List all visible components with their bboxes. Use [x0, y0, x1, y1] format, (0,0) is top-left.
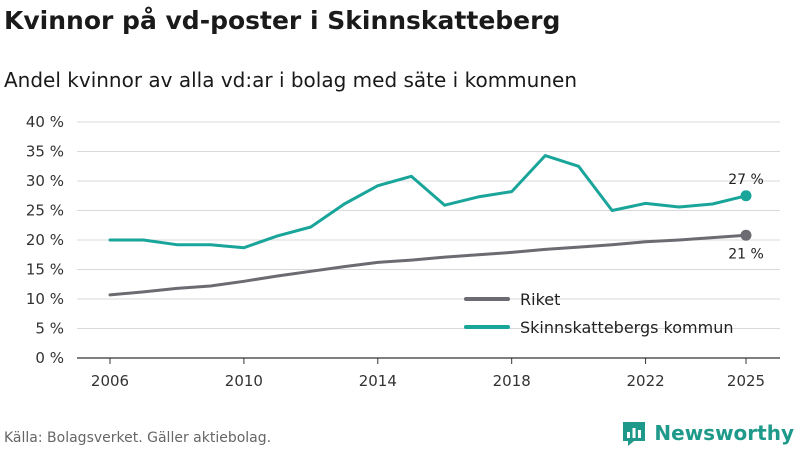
chart-title: Kvinnor på vd-poster i Skinnskatteberg	[4, 6, 561, 35]
x-tick-label: 2006	[91, 372, 129, 390]
y-tick-label: 25 %	[26, 202, 64, 220]
series-line-riket	[108, 233, 748, 297]
y-tick-label: 5 %	[35, 320, 64, 338]
end-point-kommun	[740, 190, 752, 202]
axes: 0 % 5 % 10 % 15 % 20 % 25 % 30 % 35 % 40 % 2006 20…	[26, 113, 765, 390]
y-tick-label: 15 %	[26, 261, 64, 279]
x-tick-label: 2022	[626, 372, 664, 390]
y-tick-label: 0 %	[35, 349, 64, 367]
series-line-kommun	[108, 154, 748, 250]
x-tick-label: 2010	[225, 372, 263, 390]
y-tick-label: 40 %	[26, 113, 64, 131]
end-point-riket	[740, 229, 752, 241]
x-tick-label: 2025	[727, 372, 765, 390]
x-tick-label: 2014	[359, 372, 397, 390]
source-note: Källa: Bolagsverket. Gäller aktiebolag.	[4, 430, 272, 446]
x-tick-label: 2018	[493, 372, 531, 390]
end-value-label: 27 %	[728, 172, 764, 188]
brand-logo: Newsworthy	[620, 419, 794, 447]
legend-label: Riket	[520, 290, 560, 309]
y-tick-label: 20 %	[26, 231, 64, 249]
y-tick-label: 10 %	[26, 290, 64, 308]
newsworthy-logo-icon	[623, 422, 646, 446]
y-tick-label: 35 %	[26, 143, 64, 161]
legend-label: Skinnskattebergs kommun	[520, 318, 733, 337]
legend: Riket Skinnskattebergs kommun	[464, 290, 733, 337]
y-tick-label: 30 %	[26, 172, 64, 190]
brand-name: Newsworthy	[654, 421, 794, 445]
series-lines: 21 % 27 %	[108, 154, 764, 297]
gridlines	[77, 121, 780, 359]
chart-subtitle: Andel kvinnor av alla vd:ar i bolag med …	[4, 68, 577, 92]
end-value-label: 21 %	[728, 246, 764, 262]
